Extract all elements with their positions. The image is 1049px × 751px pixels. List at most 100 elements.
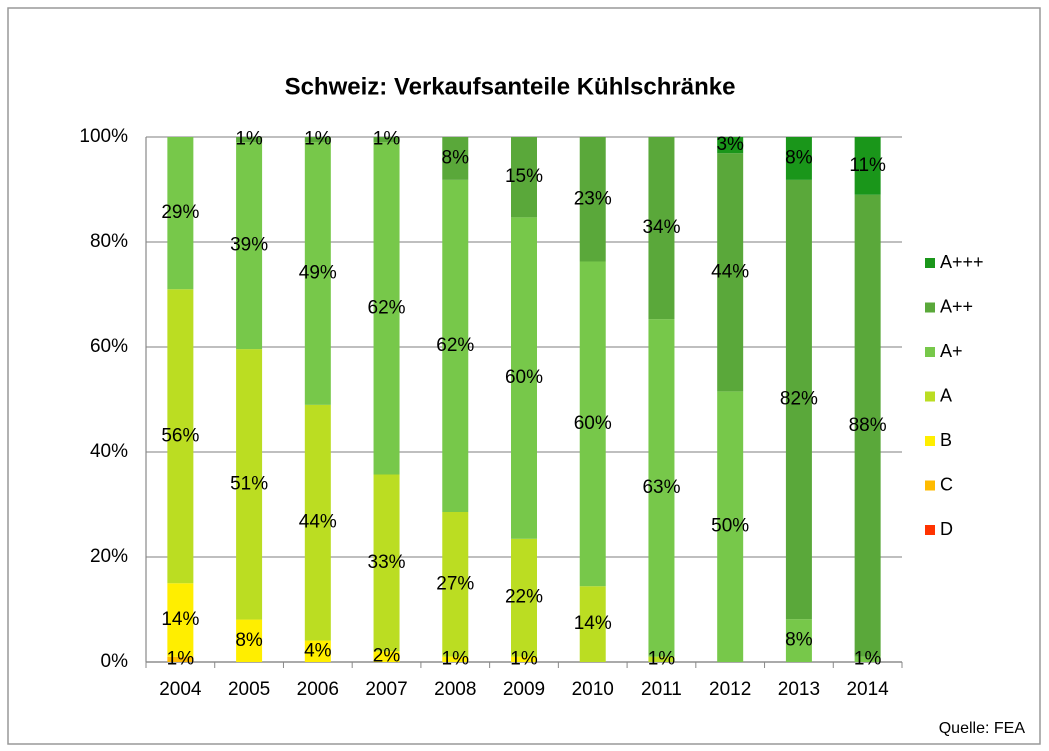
x-tick-label: 2012 [709, 679, 751, 700]
bar-segment [442, 179, 469, 512]
bar-segment [236, 137, 263, 143]
data-label: 60% [574, 413, 612, 434]
bar-segment [785, 619, 812, 662]
bar-segment [167, 137, 194, 290]
legend-swatch [925, 525, 935, 535]
data-label: 49% [299, 263, 337, 284]
data-label: 14% [574, 613, 612, 634]
data-label: 8% [442, 147, 470, 168]
data-label: 62% [436, 335, 474, 356]
data-label: 62% [368, 297, 406, 318]
legend-swatch [925, 480, 935, 491]
x-tick-label: 2008 [434, 679, 476, 700]
legend-label: A [940, 385, 952, 405]
data-label: 11% [849, 155, 886, 176]
data-label: 1% [442, 648, 470, 669]
legend-swatch [925, 436, 935, 446]
bar-segment [648, 319, 675, 657]
data-label: 23% [574, 188, 612, 209]
bar-segment [785, 179, 812, 620]
data-label: 56% [161, 425, 199, 446]
data-label: 1% [510, 648, 538, 669]
bar-segment [854, 656, 881, 662]
bar-segment [579, 586, 606, 662]
bar-segment [511, 538, 537, 657]
data-label: 39% [230, 235, 268, 256]
y-tick-label: 60% [90, 336, 128, 357]
data-label: 1% [648, 648, 676, 669]
bar-segment [717, 137, 744, 154]
legend-swatch [925, 302, 935, 313]
x-tick-label: 2013 [778, 679, 820, 700]
data-label: 63% [642, 477, 680, 498]
legend-label: A+++ [940, 252, 984, 272]
y-tick-label: 80% [90, 231, 128, 252]
bar-segment [373, 474, 400, 652]
data-label: 1% [235, 129, 263, 150]
data-label: 82% [780, 389, 818, 410]
bar-segment [785, 137, 812, 180]
x-tick-label: 2009 [503, 679, 545, 700]
data-label: 27% [436, 573, 474, 594]
data-label: 44% [299, 512, 337, 533]
bar-segment [717, 153, 744, 392]
bar-segment [373, 651, 400, 662]
x-tick-label: 2005 [228, 679, 270, 700]
bar-segment [511, 137, 537, 218]
data-label: 8% [235, 630, 263, 651]
bar-segment [648, 656, 675, 662]
bar-segment [167, 289, 194, 584]
bar-segment [717, 391, 744, 662]
y-tick-label: 0% [101, 651, 129, 672]
data-label: 8% [785, 630, 813, 651]
data-label: 1% [854, 648, 882, 669]
bar-segment [304, 137, 331, 143]
legend-label: A+ [940, 341, 963, 361]
y-tick-label: 20% [90, 546, 128, 567]
source: Quelle: FEA [939, 720, 1026, 737]
data-label: 1% [167, 648, 195, 669]
x-tick-label: 2010 [572, 679, 614, 700]
bar-segment [442, 512, 469, 657]
data-label: 51% [230, 473, 268, 494]
data-label: 15% [505, 166, 543, 187]
y-tick-label: 100% [79, 126, 128, 147]
data-label: 29% [161, 202, 199, 223]
data-label: 14% [161, 609, 199, 630]
bar-segment [854, 137, 881, 195]
bar-segment [442, 137, 469, 180]
bar-segment [236, 619, 263, 662]
x-tick-label: 2011 [641, 679, 682, 700]
legend-label: A++ [940, 296, 973, 316]
bar-segment [373, 137, 400, 143]
chart-title: Schweiz: Verkaufsanteile Kühlschränke [285, 73, 736, 100]
x-tick-label: 2014 [846, 679, 889, 700]
x-tick-label: 2007 [365, 679, 407, 700]
data-label: 1% [373, 129, 401, 150]
data-label: 88% [849, 415, 887, 436]
legend-label: B [940, 430, 952, 450]
bar-segment [304, 142, 331, 405]
x-tick-label: 2006 [297, 679, 339, 700]
x-tick-label: 2004 [159, 679, 202, 700]
bar-segment [304, 404, 331, 641]
data-label: 22% [505, 587, 543, 608]
bar-segment [854, 194, 881, 657]
bar-segment [511, 217, 537, 539]
bar-segment [236, 142, 263, 350]
bar-segment [648, 137, 675, 320]
bar-segment [167, 583, 194, 657]
bar-segment [373, 142, 400, 475]
data-label: 1% [304, 129, 332, 150]
data-label: 33% [368, 552, 406, 573]
bar-segment [442, 656, 469, 662]
data-label: 34% [642, 217, 680, 238]
y-tick-label: 40% [90, 441, 128, 462]
data-label: 44% [711, 261, 749, 282]
legend-label: D [940, 519, 953, 539]
bar-segment [236, 349, 263, 620]
legend-swatch [925, 347, 935, 357]
bar-segment [511, 656, 537, 662]
bar-segment [304, 640, 331, 662]
